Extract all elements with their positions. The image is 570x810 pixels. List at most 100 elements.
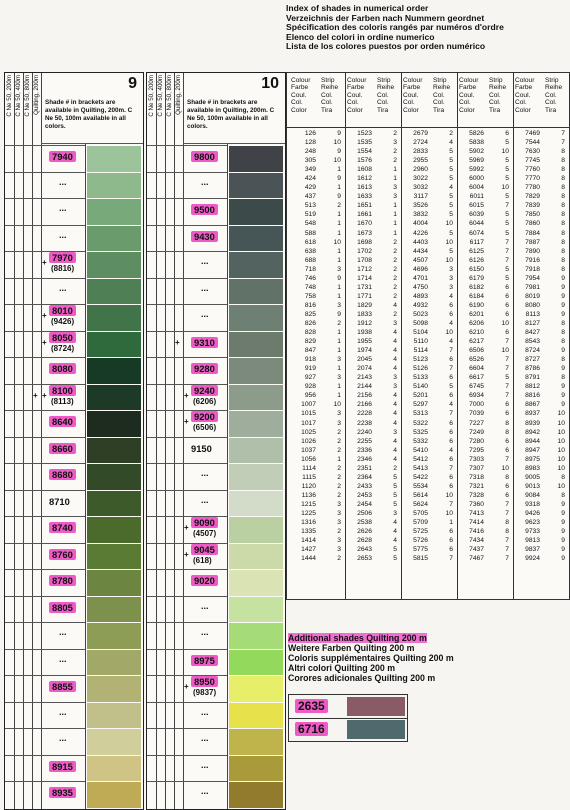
- strip-cell: 3: [393, 193, 397, 201]
- colour-header: Colour Farbe Coul. Col. Color: [403, 77, 423, 114]
- colour-cell: 1771: [357, 292, 372, 300]
- colour-cell: 2240: [357, 428, 372, 436]
- swatch-column-divider: [85, 143, 86, 809]
- colour-cell: 8786: [525, 365, 540, 373]
- strip-cell: 3: [449, 265, 453, 273]
- strip-cell: 9: [561, 528, 565, 536]
- strip-cell: 10: [557, 428, 565, 436]
- table-row: 919 1 2074 4 5126 7 6604 7 8786 9: [287, 364, 569, 373]
- shade-swatch: [87, 331, 141, 357]
- colour-cell: 2453: [357, 491, 372, 499]
- shade-number: 9090: [191, 517, 218, 528]
- colour-cell: 7860: [525, 220, 540, 228]
- card-column-divider: [174, 73, 175, 809]
- card-row-divider: [147, 648, 227, 650]
- colour-cell: 6011: [469, 193, 484, 201]
- strip-cell: 6: [449, 356, 453, 364]
- colour-cell: 8983: [525, 464, 540, 472]
- shade-swatch: [87, 543, 141, 569]
- colour-cell: 748: [304, 283, 316, 291]
- strip-cell: 10: [557, 437, 565, 445]
- strip-cell: 2: [337, 446, 341, 454]
- strip-cell: 9: [561, 347, 565, 355]
- table-row: 746 9 1714 2 4701 3 6179 5 7954 9: [287, 274, 569, 283]
- colour-cell: 2156: [357, 392, 372, 400]
- plus-mark: +: [175, 337, 180, 347]
- colour-cell: 7890: [525, 247, 540, 255]
- colour-cell: 6206: [469, 319, 484, 327]
- colour-cell: 6125: [469, 247, 484, 255]
- header-line-es: Lista de los colores puestos por orden n…: [286, 41, 486, 52]
- colour-cell: 6117: [469, 238, 484, 246]
- shade-number: 9280: [191, 363, 218, 374]
- strip-cell: 1: [449, 519, 453, 527]
- colour-cell: 5624: [413, 500, 428, 508]
- colour-cell: 1651: [357, 202, 372, 210]
- strip-cell: 2: [393, 238, 397, 246]
- strip-cell: 7: [505, 509, 509, 517]
- colour-header: Colour Farbe Coul. Col. Color: [347, 77, 367, 114]
- colour-cell: 847: [304, 347, 316, 355]
- shade-number: 8680: [49, 469, 76, 480]
- strip-cell: 7: [505, 202, 509, 210]
- header-line-it: Elenco del colori in ordine numerico: [286, 31, 435, 42]
- colour-cell: 7760: [525, 166, 540, 174]
- colour-cell: 1037: [301, 446, 316, 454]
- colour-cell: 825: [304, 310, 316, 318]
- colour-cell: 7413: [469, 509, 484, 517]
- colour-cell: 8944: [525, 437, 540, 445]
- colour-cell: 6604: [469, 365, 484, 373]
- shade-swatch: [229, 278, 283, 304]
- shade-placeholder: ...: [59, 282, 67, 293]
- card-row-divider: [147, 251, 227, 252]
- shade-swatch: [229, 411, 283, 437]
- strip-cell: 5: [393, 473, 397, 481]
- shade-swatch: [229, 596, 283, 622]
- shade-swatch: [87, 782, 141, 808]
- card-row-divider: [5, 383, 85, 385]
- strip-cell: 5: [449, 211, 453, 219]
- index-header: Index of shades in numerical order Verze…: [286, 3, 566, 52]
- strip-cell: 3: [393, 374, 397, 382]
- strip-cell: 7: [449, 464, 453, 472]
- strip-cell: 2: [393, 256, 397, 264]
- colour-cell: 1731: [357, 283, 372, 291]
- card-row-divider: [147, 569, 227, 570]
- colour-cell: 9013: [525, 482, 540, 490]
- strip-cell: 9: [337, 193, 341, 201]
- shade-swatch: [229, 649, 283, 675]
- strip-cell: 8: [561, 211, 565, 219]
- strip-cell: 5: [393, 491, 397, 499]
- card-row-divider: [5, 595, 85, 597]
- card-header-divider: [183, 143, 285, 144]
- colour-cell: 519: [304, 211, 316, 219]
- card-column-label: C Ne 50, 400m: [157, 75, 164, 117]
- colour-cell: 4750: [413, 283, 428, 291]
- colour-cell: 1712: [357, 265, 372, 273]
- shade-number: 8080: [49, 363, 76, 374]
- strip-cell: 9: [561, 292, 565, 300]
- strip-cell: 8: [561, 175, 565, 183]
- colour-cell: 429: [304, 184, 316, 192]
- table-row: 1114 2 2351 2 5413 7 7307 10 8983 10: [287, 464, 569, 473]
- strip-cell: 5: [505, 139, 509, 147]
- colour-cell: 588: [304, 229, 316, 237]
- strip-cell: 6: [449, 301, 453, 309]
- colour-cell: 1698: [357, 238, 372, 246]
- colour-cell: 2653: [357, 555, 372, 563]
- strip-cell: 5: [505, 211, 509, 219]
- strip-cell: 4: [449, 292, 453, 300]
- colour-cell: 2724: [413, 139, 428, 147]
- shade-placeholder: ...: [201, 256, 209, 266]
- colour-header: Colour Farbe Coul. Col. Color: [459, 77, 479, 114]
- strip-cell: 3: [337, 374, 341, 382]
- strip-cell: 4: [449, 401, 453, 409]
- colour-cell: 8947: [525, 446, 540, 454]
- table-row: 826 2 1912 3 5098 4 6206 10 8127 8: [287, 319, 569, 328]
- strip-cell: 4: [393, 519, 397, 527]
- colour-header: Colour Farbe Coul. Col. Color: [291, 77, 311, 114]
- strip-cell: 5: [393, 555, 397, 563]
- colour-cell: 5709: [413, 519, 428, 527]
- table-column-divider: [345, 73, 346, 599]
- strip-cell: 2: [393, 130, 397, 137]
